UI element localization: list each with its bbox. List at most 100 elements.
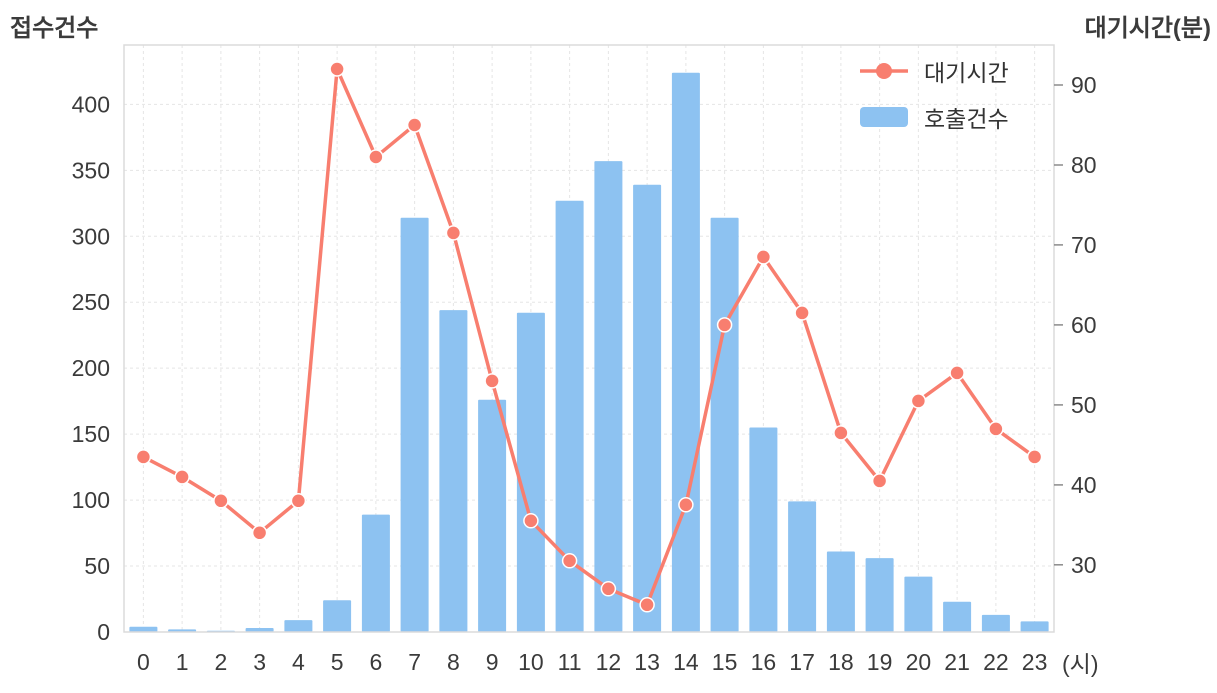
marker-hour-8[interactable]	[445, 225, 462, 241]
x-tick-label-13: 13	[634, 649, 660, 675]
x-tick-label-21: 21	[944, 649, 970, 675]
legend-item-call-count[interactable]: 호출건수	[858, 100, 1009, 134]
marker-hour-16[interactable]	[755, 249, 772, 265]
marker-hour-7[interactable]	[406, 117, 423, 133]
legend-item-wait-time[interactable]: 대기시간	[858, 54, 1009, 88]
left-tick-label-0: 0	[97, 619, 110, 645]
bar-hour-9[interactable]	[478, 399, 507, 632]
x-tick-label-2: 2	[215, 649, 228, 675]
bar-hour-5[interactable]	[323, 600, 352, 632]
x-tick-label-1: 1	[176, 649, 189, 675]
left-tick-label-250: 250	[72, 289, 110, 315]
legend-call-count-label: 호출건수	[924, 106, 1009, 132]
marker-hour-17[interactable]	[794, 305, 810, 321]
bar-series-legend-glyph	[860, 107, 908, 127]
marker-hour-18[interactable]	[833, 425, 849, 441]
line-series-wait-time	[141, 67, 1037, 607]
bar-hour-21[interactable]	[943, 601, 972, 632]
x-axis-unit-label: (시)	[1062, 651, 1099, 677]
line-series-legend-glyph	[860, 63, 908, 79]
x-tick-label-15: 15	[712, 649, 738, 675]
bar-hour-13[interactable]	[633, 184, 662, 633]
x-tick-label-7: 7	[408, 649, 421, 675]
bar-hour-14[interactable]	[671, 72, 700, 632]
left-axis-title: 접수건수	[10, 15, 99, 42]
bar-hour-7[interactable]	[400, 217, 429, 633]
bar-hour-12[interactable]	[594, 161, 623, 632]
right-tick-label-30: 30	[1071, 552, 1097, 578]
marker-hour-4[interactable]	[290, 493, 307, 509]
right-axis-title: 대기시간(분)	[1084, 15, 1211, 42]
marker-hour-19[interactable]	[871, 473, 888, 489]
x-tick-label-17: 17	[789, 649, 815, 675]
bar-hour-22[interactable]	[981, 614, 1010, 632]
bar-series-call-count	[129, 72, 1049, 633]
right-tick-label-60: 60	[1071, 312, 1097, 338]
left-tick-label-300: 300	[72, 223, 110, 249]
x-tick-label-8: 8	[447, 649, 460, 675]
x-tick-label-20: 20	[906, 649, 932, 675]
right-tick-label-90: 90	[1071, 72, 1097, 98]
legend-wait-time-label: 대기시간	[924, 60, 1009, 86]
marker-hour-14[interactable]	[678, 497, 694, 513]
x-tick-label-5: 5	[331, 649, 344, 675]
marker-hour-11[interactable]	[561, 553, 578, 569]
marker-hour-9[interactable]	[484, 373, 500, 389]
x-tick-label-18: 18	[828, 649, 854, 675]
left-tick-label-200: 200	[72, 355, 110, 381]
left-tick-label-150: 150	[72, 421, 110, 447]
bar-hour-4[interactable]	[284, 620, 313, 632]
bar-hour-19[interactable]	[865, 558, 894, 632]
bar-hour-6[interactable]	[361, 514, 390, 632]
plot-border	[123, 44, 1055, 633]
x-tick-label-14: 14	[673, 649, 699, 675]
x-tick-label-16: 16	[751, 649, 777, 675]
left-tick-label-400: 400	[72, 91, 110, 117]
marker-hour-10[interactable]	[523, 513, 539, 529]
right-tick-label-80: 80	[1071, 152, 1097, 178]
x-tick-label-10: 10	[518, 649, 544, 675]
x-axis-tick-labels: 0 1 2 3 4 5 6 7 8 9 10 11 12 13 14 15 16 17 18 19 20 21 22 23	[137, 649, 1047, 675]
marker-hour-13[interactable]	[639, 597, 655, 613]
bar-hour-15[interactable]	[710, 217, 739, 633]
marker-hour-12[interactable]	[600, 581, 617, 597]
left-tick-label-100: 100	[72, 487, 110, 513]
marker-hour-20[interactable]	[910, 393, 927, 409]
x-tick-label-4: 4	[292, 649, 305, 675]
x-tick-label-12: 12	[596, 649, 622, 675]
marker-hour-5[interactable]	[329, 61, 345, 77]
right-tick-label-50: 50	[1071, 392, 1097, 418]
line-markers	[135, 61, 1043, 613]
x-tick-label-22: 22	[983, 649, 1009, 675]
left-axis-tick-labels: 0 50 100 150 200 250 300 350 400	[72, 91, 110, 645]
marker-hour-23[interactable]	[1026, 449, 1043, 465]
bar-hour-8[interactable]	[439, 310, 468, 632]
bar-hour-11[interactable]	[555, 200, 584, 632]
marker-hour-22[interactable]	[988, 421, 1004, 437]
left-tick-label-350: 350	[72, 157, 110, 183]
bar-hour-20[interactable]	[904, 576, 933, 632]
bar-hour-3[interactable]	[245, 628, 274, 632]
bar-hour-10[interactable]	[516, 312, 545, 632]
marker-hour-2[interactable]	[213, 493, 229, 509]
right-tick-label-70: 70	[1071, 232, 1097, 258]
marker-hour-15[interactable]	[716, 317, 733, 333]
bar-hour-18[interactable]	[826, 551, 855, 633]
marker-hour-6[interactable]	[368, 149, 384, 165]
marker-hour-3[interactable]	[251, 525, 268, 541]
x-tick-label-11: 11	[558, 649, 582, 675]
x-tick-label-3: 3	[253, 649, 266, 675]
marker-hour-21[interactable]	[949, 365, 965, 381]
bar-hour-17[interactable]	[788, 501, 817, 632]
bar-hour-0[interactable]	[129, 626, 158, 632]
marker-hour-0[interactable]	[135, 449, 152, 465]
gridlines	[124, 45, 1054, 633]
right-axis-ticks: 30 40 50 60 70 80 90	[1054, 72, 1097, 578]
x-tick-label-9: 9	[486, 649, 499, 675]
left-tick-label-50: 50	[84, 553, 110, 579]
bar-hour-23[interactable]	[1020, 621, 1049, 632]
marker-hour-1[interactable]	[174, 469, 190, 485]
bar-hour-16[interactable]	[749, 427, 778, 633]
